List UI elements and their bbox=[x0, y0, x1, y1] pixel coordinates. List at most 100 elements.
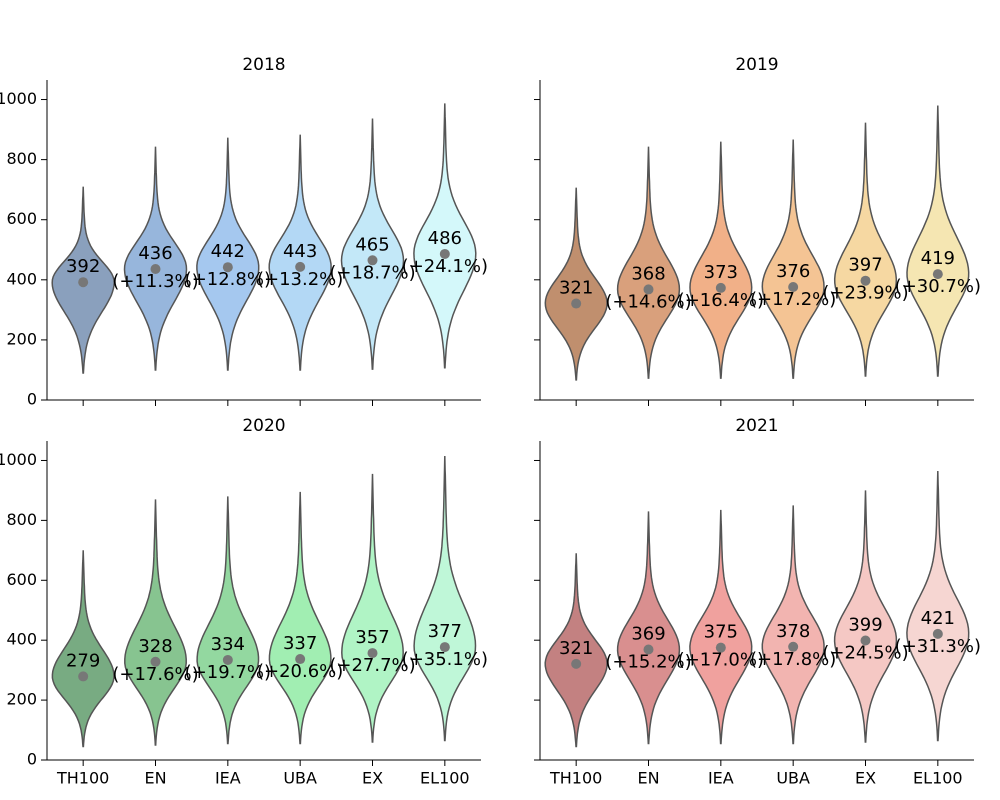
mean-point bbox=[367, 255, 378, 266]
mean-label: 399 bbox=[848, 614, 882, 635]
violin-body bbox=[124, 499, 187, 746]
mean-point bbox=[78, 671, 89, 682]
mean-label: 397 bbox=[848, 255, 882, 276]
change-label: (+12.8%) bbox=[185, 269, 271, 290]
y-tick-label: 800 bbox=[6, 149, 37, 168]
mean-label: 357 bbox=[355, 627, 389, 648]
mean-point bbox=[715, 282, 726, 293]
mean-point bbox=[571, 658, 582, 669]
change-label: (+17.6%) bbox=[112, 664, 198, 685]
mean-point bbox=[932, 269, 943, 280]
violin-body bbox=[544, 187, 608, 381]
mean-label: 321 bbox=[559, 638, 593, 659]
change-label: (+17.2%) bbox=[750, 289, 836, 310]
y-tick-label: 1000 bbox=[0, 450, 37, 469]
change-label: (+17.8%) bbox=[750, 649, 836, 670]
mean-label: 373 bbox=[704, 262, 738, 283]
change-label: (+24.5%) bbox=[822, 642, 908, 663]
y-tick-label: 200 bbox=[6, 329, 37, 348]
violin-body bbox=[268, 491, 332, 745]
violin-body bbox=[51, 550, 115, 748]
mean-point bbox=[367, 648, 378, 659]
mean-point bbox=[439, 248, 450, 259]
change-label: (+20.6%) bbox=[257, 661, 343, 682]
violin-body bbox=[616, 511, 681, 745]
y-tick-label: 600 bbox=[6, 570, 37, 589]
mean-label: 465 bbox=[355, 234, 389, 255]
violin-body bbox=[761, 139, 825, 379]
mean-point bbox=[295, 261, 306, 272]
violin-body bbox=[833, 122, 898, 377]
change-label: (+23.9%) bbox=[822, 283, 908, 304]
mean-label: 334 bbox=[211, 634, 245, 655]
mean-point bbox=[643, 284, 654, 295]
x-tick-label: IEA bbox=[708, 769, 734, 788]
violin-body bbox=[123, 146, 188, 371]
mean-point bbox=[715, 642, 726, 653]
x-tick-label: TH100 bbox=[56, 769, 109, 788]
violin-body bbox=[689, 141, 753, 379]
x-tick-label: EX bbox=[855, 769, 876, 788]
mean-point bbox=[643, 644, 654, 655]
violin-body bbox=[340, 118, 405, 370]
y-tick-label: 400 bbox=[6, 269, 37, 288]
x-tick-label: UBA bbox=[776, 769, 810, 788]
x-tick-label: TH100 bbox=[549, 769, 602, 788]
subplot-title: 2019 bbox=[735, 55, 778, 75]
change-label: (+19.7%) bbox=[185, 662, 271, 683]
change-label: (+17.0%) bbox=[678, 650, 764, 671]
subplot-title: 2018 bbox=[242, 55, 285, 75]
mean-label: 421 bbox=[921, 608, 955, 629]
mean-point bbox=[150, 656, 161, 667]
mean-point bbox=[788, 641, 799, 652]
mean-point bbox=[150, 263, 161, 274]
change-label: (+11.3%) bbox=[112, 271, 198, 292]
mean-label: 328 bbox=[138, 636, 172, 657]
change-label: (+15.2%) bbox=[605, 651, 691, 672]
mean-label: 392 bbox=[66, 256, 100, 277]
change-label: (+16.4%) bbox=[678, 290, 764, 311]
violin-body bbox=[413, 455, 477, 742]
mean-label: 376 bbox=[776, 261, 810, 282]
x-tick-label: IEA bbox=[215, 769, 241, 788]
violin-body bbox=[544, 553, 608, 748]
mean-point bbox=[222, 262, 233, 273]
violin-body bbox=[689, 509, 753, 745]
x-tick-label: EN bbox=[637, 769, 659, 788]
violin-body bbox=[616, 146, 681, 379]
violin-body bbox=[268, 134, 332, 371]
x-tick-label: EL100 bbox=[420, 769, 470, 788]
y-tick-label: 400 bbox=[6, 630, 37, 649]
x-tick-label: EX bbox=[362, 769, 383, 788]
x-tick-label: EN bbox=[144, 769, 166, 788]
y-tick-label: 200 bbox=[6, 690, 37, 709]
change-label: (+24.1%) bbox=[402, 256, 488, 277]
mean-label: 368 bbox=[631, 263, 665, 284]
y-tick-label: 600 bbox=[6, 209, 37, 228]
x-tick-label: UBA bbox=[283, 769, 317, 788]
change-label: (+35.1%) bbox=[402, 649, 488, 670]
violin-body bbox=[906, 470, 970, 742]
mean-point bbox=[295, 654, 306, 665]
mean-point bbox=[860, 275, 871, 286]
subplot-title: 2021 bbox=[735, 416, 778, 436]
mean-label: 442 bbox=[211, 241, 245, 262]
mean-label: 377 bbox=[428, 621, 462, 642]
y-tick-label: 0 bbox=[27, 390, 37, 409]
mean-label: 375 bbox=[704, 622, 738, 643]
change-label: (+31.3%) bbox=[895, 636, 981, 657]
mean-label: 436 bbox=[138, 243, 172, 264]
change-label: (+30.7%) bbox=[895, 276, 981, 297]
mean-label: 369 bbox=[631, 623, 665, 644]
y-tick-label: 0 bbox=[27, 750, 37, 769]
mean-label: 337 bbox=[283, 633, 317, 654]
change-label: (+13.2%) bbox=[257, 269, 343, 290]
change-label: (+18.7%) bbox=[329, 262, 415, 283]
violin-body bbox=[906, 105, 970, 377]
violin-body bbox=[761, 505, 825, 745]
mean-label: 378 bbox=[776, 621, 810, 642]
mean-label: 419 bbox=[921, 248, 955, 269]
subplot-title: 2020 bbox=[242, 416, 285, 436]
violin-body bbox=[413, 103, 477, 369]
